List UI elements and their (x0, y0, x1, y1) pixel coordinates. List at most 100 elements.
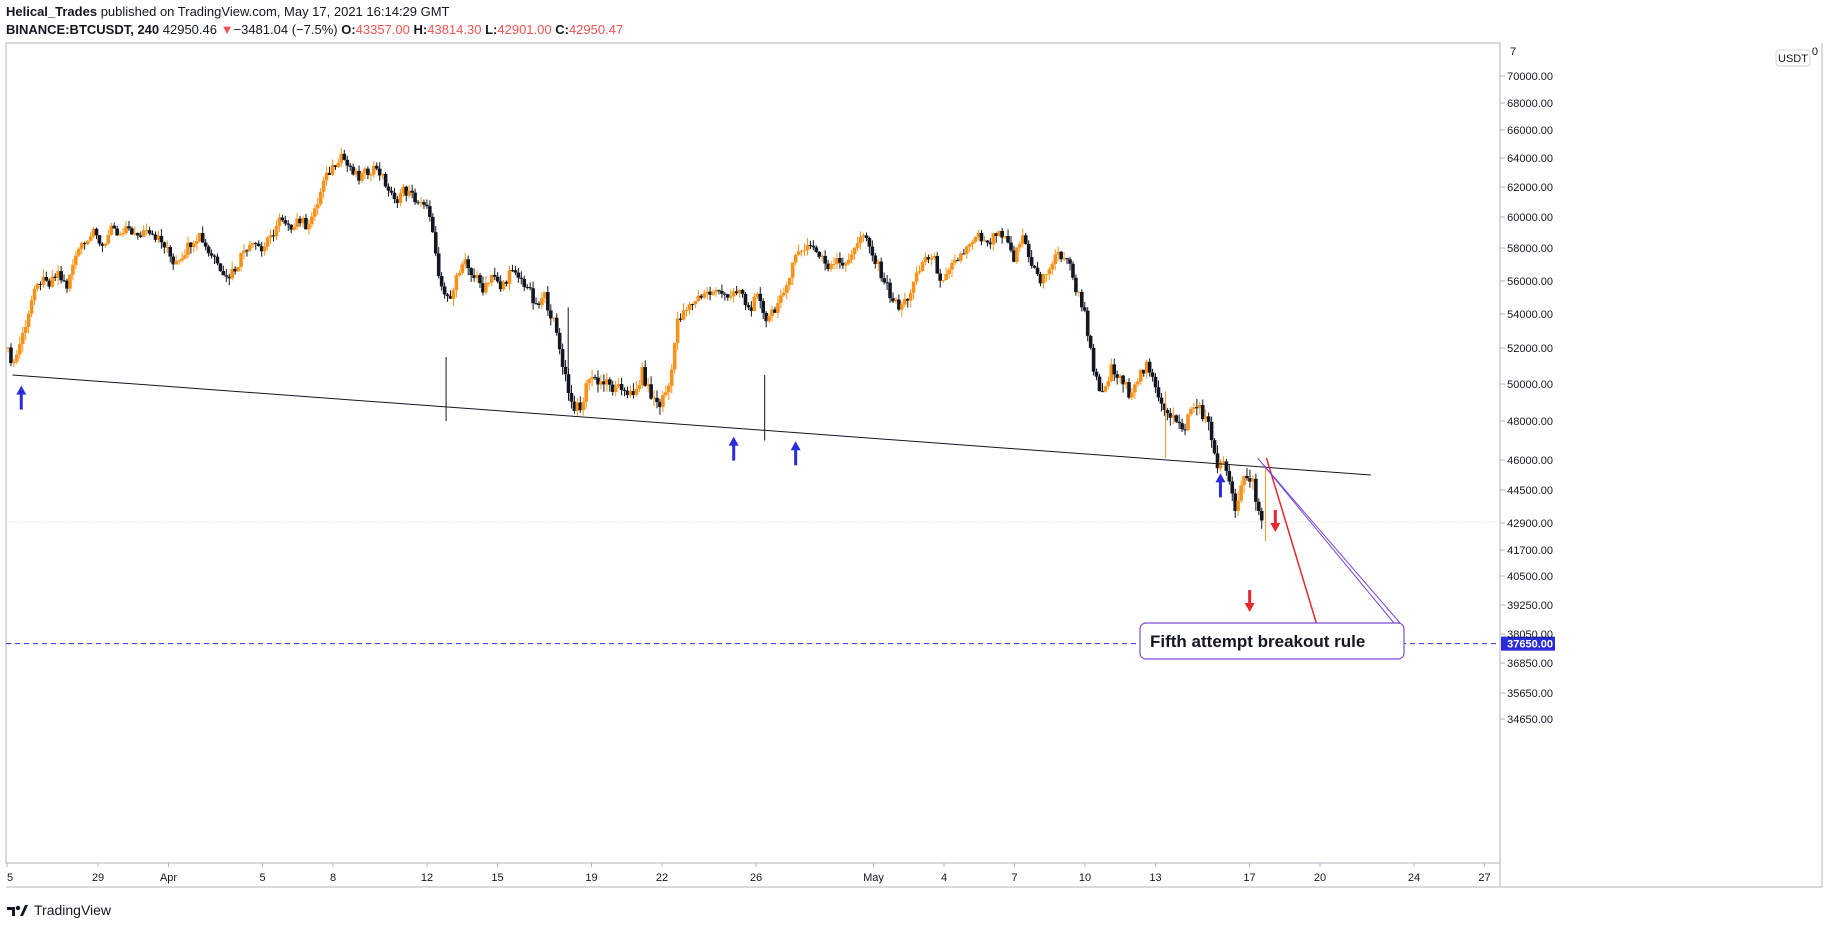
candle-body (956, 260, 960, 262)
candle-body (808, 245, 813, 247)
candle-body (566, 374, 571, 394)
candle-body (1133, 384, 1137, 393)
candle-body (68, 274, 72, 289)
candle-body (790, 262, 795, 278)
candle-body (254, 243, 258, 245)
candle-body (731, 291, 736, 297)
candle-body (826, 263, 830, 270)
y-tick-label: 62000.00 (1507, 182, 1553, 194)
candle-body (740, 289, 745, 294)
candle-body (1118, 375, 1122, 378)
candle-body (77, 248, 81, 256)
candle-body (844, 263, 848, 266)
candle-body (944, 273, 948, 280)
candle-body (737, 289, 742, 294)
candle-body (1259, 510, 1264, 521)
footer: TradingView (6, 902, 111, 918)
candle-body (873, 255, 878, 264)
x-tick-label: May (863, 872, 884, 884)
candle-body (1139, 369, 1143, 382)
candle-body (445, 294, 450, 297)
resistance-arrow-head-icon (1270, 523, 1281, 532)
y-tick-label: 48000.00 (1507, 416, 1553, 428)
y-tick-label: 58000.00 (1507, 243, 1553, 255)
candles (6, 147, 1267, 541)
y-tick-label: 40500.00 (1507, 571, 1553, 583)
candle-body (1239, 485, 1243, 501)
candle-body (259, 246, 264, 252)
candle-body (177, 260, 181, 262)
candle-body (723, 293, 727, 295)
candle-body (9, 347, 13, 364)
candle-body (726, 294, 730, 298)
candle-body (360, 173, 364, 181)
candle-body (894, 299, 898, 302)
candle-body (442, 286, 447, 295)
currency-badge[interactable]: USDT (1775, 49, 1811, 67)
candle-body (386, 186, 391, 191)
candle-body (1088, 335, 1093, 348)
candle-body (1136, 381, 1140, 385)
candle-body (23, 327, 28, 333)
candle-body (714, 290, 718, 293)
candle-body (315, 204, 320, 209)
candle-body (613, 386, 618, 392)
candle-body (481, 283, 485, 293)
candle-body (298, 218, 302, 224)
projection-arrow (1265, 457, 1323, 643)
candle-body (144, 230, 149, 232)
candle-body (817, 251, 822, 257)
candle-body (88, 236, 93, 241)
candle-body (1254, 478, 1258, 502)
candle-body (1174, 415, 1178, 422)
candle-body (292, 226, 296, 230)
candle-body (475, 275, 479, 278)
target-price-tag (1501, 636, 1555, 651)
candle-body (982, 240, 987, 242)
candle-body (454, 275, 459, 291)
candle-body (351, 166, 355, 175)
candle-body (183, 255, 187, 259)
candle-body (330, 165, 335, 175)
candle-body (905, 298, 910, 301)
candle-body (1032, 265, 1037, 268)
candle-body (490, 274, 494, 283)
candle-body (897, 299, 901, 310)
y-tick-label: 56000.00 (1507, 276, 1553, 288)
candle-body (26, 313, 31, 328)
candle-body (6, 347, 10, 349)
candle-body (1106, 381, 1111, 387)
candle-body (684, 310, 689, 312)
candle-body (1103, 386, 1108, 392)
candle-body (785, 284, 789, 293)
candle-body (413, 192, 417, 203)
candle-body (832, 263, 836, 265)
candle-body (1080, 291, 1084, 308)
candle-body (469, 268, 473, 276)
candle-body (1094, 371, 1099, 377)
y-tick-label: 38050.00 (1507, 629, 1553, 641)
candle-body (71, 264, 75, 275)
y-tick-label: 34650.00 (1507, 714, 1553, 726)
price-axis[interactable]: 70000.00 68000.00 66000.00 64000.00 62000.00… (1500, 46, 1818, 726)
author-name[interactable]: Helical_Trades (6, 4, 98, 19)
candle-body (802, 250, 807, 252)
footer-brand[interactable]: TradingView (34, 902, 112, 918)
candle-body (186, 242, 190, 256)
candle-body (457, 273, 462, 276)
candle-body (634, 388, 639, 395)
y-tick-label: 46000.00 (1507, 455, 1553, 467)
candle-body (310, 216, 314, 225)
candle-body (655, 397, 659, 403)
time-axis[interactable]: 5 29 Apr 5 8 12 15 19 22 26 May 4 7 10 13 17 20 24 27 (6, 863, 1491, 884)
candle-body (988, 242, 993, 245)
candle-body (903, 298, 907, 305)
candle-body (979, 232, 984, 242)
candle-body (599, 381, 603, 385)
candle-body (1168, 413, 1173, 418)
candle-body (97, 235, 102, 244)
tradingview-logo-icon[interactable] (6, 903, 28, 917)
candle-body (1053, 254, 1058, 265)
candle-body (504, 281, 509, 284)
